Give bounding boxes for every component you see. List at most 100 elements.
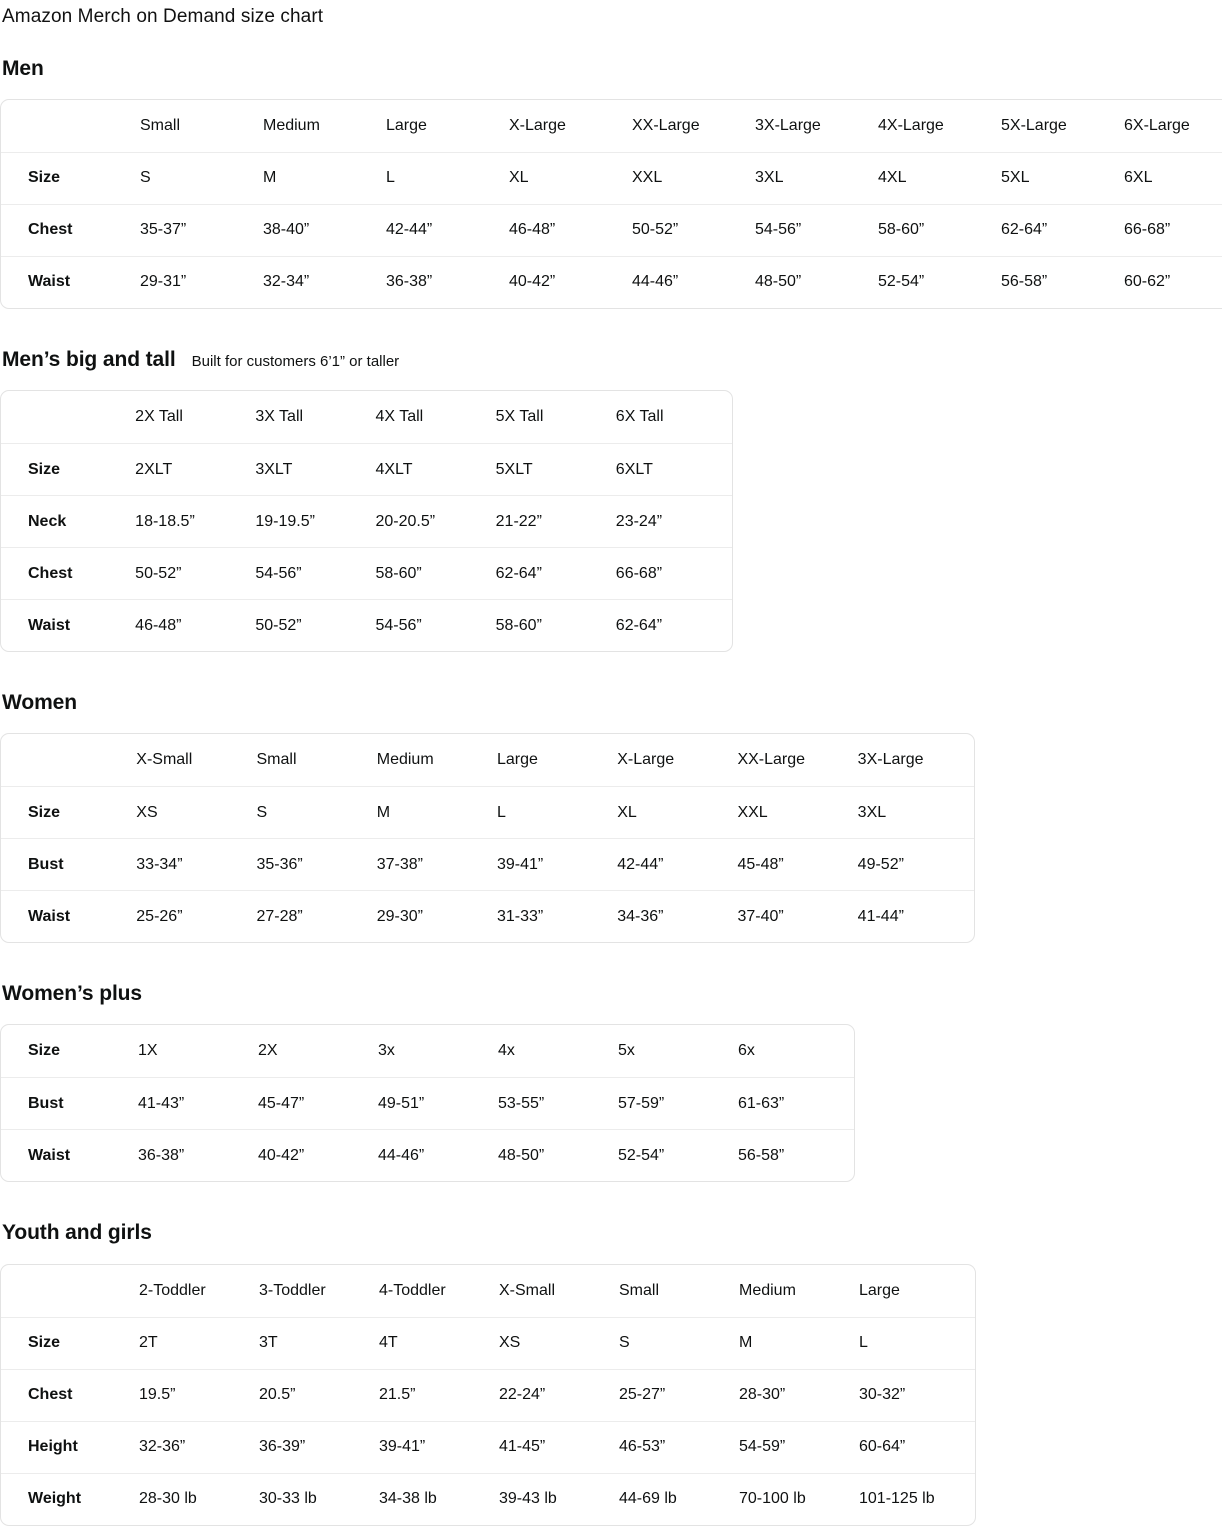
table-row: Size 2XLT 3XLT 4XLT 5XLT 6XLT <box>1 443 732 495</box>
table-cell: S <box>136 151 259 204</box>
row-label: Size <box>1 1316 135 1369</box>
table-cell: 54-56” <box>751 203 874 256</box>
table-cell: 18-18.5” <box>131 495 252 547</box>
table-cell: 44-69 lb <box>615 1472 735 1525</box>
row-label: Waist <box>1 599 132 651</box>
section-mens-big-and-tall: Men’s big and tall Built for customers 6… <box>0 347 1222 653</box>
table-cell: XL <box>613 786 734 838</box>
table-cell: 28-30 lb <box>135 1472 255 1525</box>
section-header-women: Women <box>0 690 1222 715</box>
table-cell: 6XLT <box>611 443 732 495</box>
table-row: Neck 18-18.5” 19-19.5” 20-20.5” 21-22” 2… <box>1 495 732 547</box>
section-title-womens-plus: Women’s plus <box>2 982 142 1006</box>
row-label: Weight <box>1 1472 135 1525</box>
table-cell: 48-50” <box>751 255 874 308</box>
table-cell: XS <box>132 786 253 838</box>
table-cell: 60-62” <box>1120 255 1222 308</box>
column-header: 3-Toddler <box>259 1281 326 1299</box>
table-row: Waist 36-38” 40-42” 44-46” 48-50” 52-54”… <box>1 1129 854 1181</box>
table-cell: S <box>252 786 373 838</box>
table-row: Weight 28-30 lb 30-33 lb 34-38 lb 39-43 … <box>1 1472 975 1525</box>
table-cell: 33-34” <box>132 838 253 890</box>
section-header-men: Men <box>0 56 1222 81</box>
column-header: 4x <box>498 1042 515 1060</box>
size-table-womens-plus: Size 1X 2X 3x 4x 5x 6x Bust 41-43” 45-47… <box>0 1024 855 1183</box>
table-cell: 52-54” <box>614 1129 734 1181</box>
table-cell: 49-51” <box>374 1077 494 1129</box>
table-cell: 4XL <box>874 151 997 204</box>
table-cell: 22-24” <box>495 1368 615 1421</box>
size-table-women: X-Small Small Medium Large X-Large XX-La… <box>0 733 975 944</box>
table-cell: 50-52” <box>628 203 751 256</box>
column-header: Small <box>619 1281 660 1299</box>
table-cell: XS <box>495 1316 615 1369</box>
table-header-row: 2-Toddler 3-Toddler 4-Toddler X-Small Sm… <box>1 1265 975 1317</box>
table-cell: 2XLT <box>131 443 252 495</box>
table-row: Bust 33-34” 35-36” 37-38” 39-41” 42-44” … <box>1 838 974 890</box>
table-cell: 4XLT <box>371 443 492 495</box>
table-cell: 5XL <box>997 151 1120 204</box>
column-header: 5X Tall <box>495 408 544 426</box>
column-header: X-Large <box>617 751 675 769</box>
table-cell: 54-56” <box>251 547 372 599</box>
table-header-row: 2X Tall 3X Tall 4X Tall 5X Tall 6X Tall <box>1 391 732 443</box>
table-cell: 41-44” <box>853 890 974 942</box>
row-label: Bust <box>1 1077 134 1129</box>
table-cell: 39-41” <box>492 838 614 890</box>
table-cell: 21.5” <box>375 1368 495 1421</box>
table-cell: 46-48” <box>505 203 628 256</box>
table-cell: 48-50” <box>494 1129 614 1181</box>
column-header: 6x <box>738 1042 755 1060</box>
table-cell: M <box>735 1316 855 1369</box>
row-label: Chest <box>1 1368 135 1421</box>
table-cell: 41-43” <box>134 1077 254 1129</box>
table-cell: 50-52” <box>131 547 252 599</box>
table-cell: 61-63” <box>734 1077 854 1129</box>
table-cell: 46-48” <box>131 599 252 651</box>
table-cell: L <box>492 786 614 838</box>
table-cell: 30-33 lb <box>255 1472 375 1525</box>
header-corner-cell <box>1 391 131 443</box>
table-cell: 53-55” <box>494 1077 614 1129</box>
table-header-row: Small Medium Large X-Large XX-Large 3X-L… <box>1 100 1222 152</box>
table-cell: 19.5” <box>135 1368 255 1421</box>
table-cell: 28-30” <box>735 1368 855 1421</box>
column-header: X-Large <box>509 116 566 134</box>
table-cell: 36-39” <box>255 1420 375 1473</box>
table-cell: 42-44” <box>382 203 505 256</box>
table-header-row: Size 1X 2X 3x 4x 5x 6x <box>1 1025 854 1077</box>
row-label: Bust <box>1 838 133 890</box>
table-cell: 66-68” <box>1120 203 1222 256</box>
table-cell: 3XL <box>853 786 974 838</box>
table-cell: 58-60” <box>371 547 492 599</box>
column-header: XX-Large <box>632 116 700 134</box>
table-cell: 39-43 lb <box>495 1472 615 1525</box>
table-cell: 42-44” <box>613 838 734 890</box>
table-cell: 52-54” <box>874 255 997 308</box>
column-header: Medium <box>263 116 320 134</box>
row-label: Chest <box>1 203 136 256</box>
column-header: Large <box>386 116 427 134</box>
header-corner-cell <box>1 1265 135 1317</box>
section-title-mens-big-and-tall: Men’s big and tall <box>2 347 176 371</box>
column-header: 3X-Large <box>755 116 821 134</box>
table-cell: 56-58” <box>734 1129 854 1181</box>
table-cell: 29-31” <box>136 255 259 308</box>
table-cell: 54-59” <box>735 1420 855 1473</box>
table-cell: 56-58” <box>997 255 1120 308</box>
table-cell: 20-20.5” <box>371 495 492 547</box>
column-header: 4X Tall <box>375 408 424 426</box>
row-label: Size <box>1 151 136 204</box>
table-cell: 39-41” <box>375 1420 495 1473</box>
column-header: 3x <box>378 1042 395 1060</box>
section-header-youth-and-girls: Youth and girls <box>0 1220 1222 1245</box>
section-title-youth-and-girls: Youth and girls <box>2 1221 152 1245</box>
table-cell: L <box>382 151 505 204</box>
column-header: 2X Tall <box>135 408 183 426</box>
header-corner-cell <box>1 100 136 152</box>
table-cell: 32-36” <box>135 1420 255 1473</box>
table-cell: 3XL <box>751 151 874 204</box>
table-row: Waist 25-26” 27-28” 29-30” 31-33” 34-36”… <box>1 890 974 942</box>
table-cell: 20.5” <box>255 1368 375 1421</box>
column-header: 3X-Large <box>857 751 924 769</box>
